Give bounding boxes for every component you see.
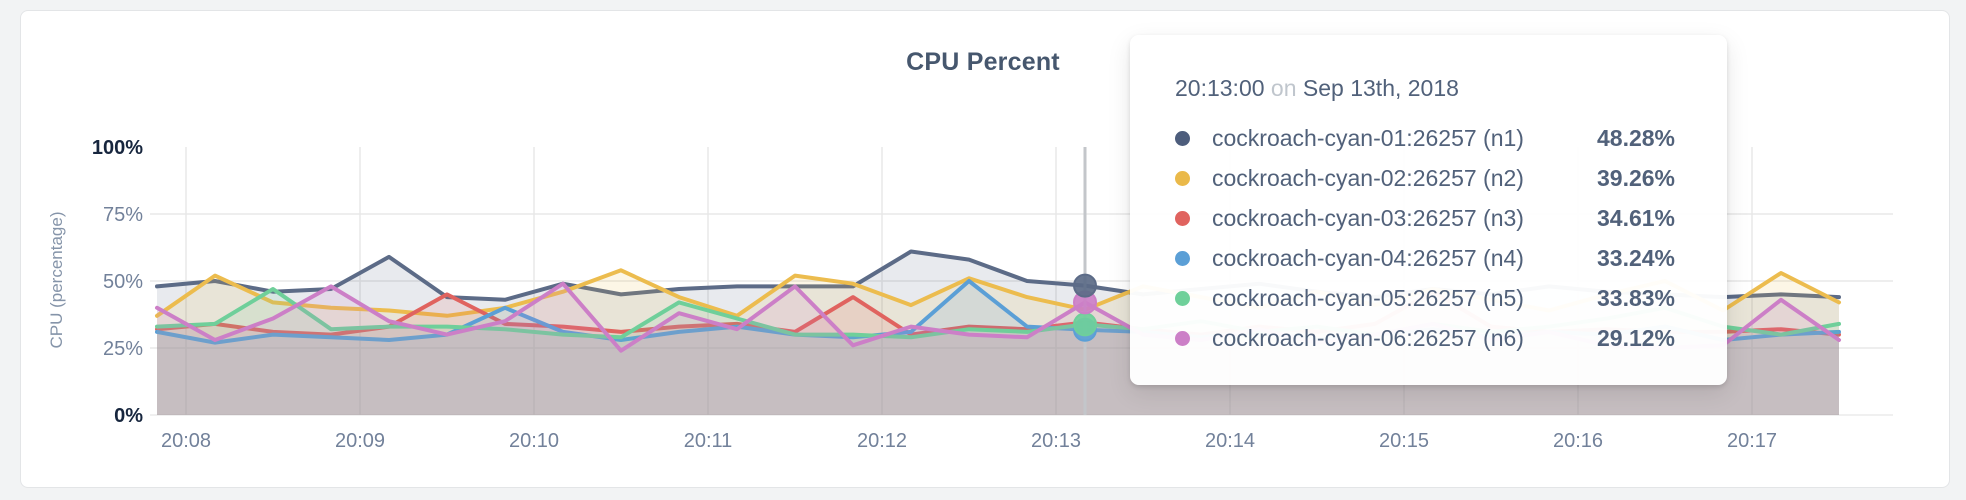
series-value: 39.26% — [1596, 164, 1675, 191]
tooltip-series-row: cockroach-cyan-01:26257 (n1) 48.28% — [1175, 118, 1675, 158]
x-tick-label: 20:10 — [509, 430, 559, 452]
series-value: 33.24% — [1596, 244, 1675, 271]
series-color-dot — [1175, 330, 1190, 346]
y-tick-label: 25% — [103, 338, 143, 360]
tooltip-series-row: cockroach-cyan-03:26257 (n3) 34.61% — [1175, 198, 1675, 238]
hover-dot-n1 — [1073, 273, 1097, 298]
series-value: 34.61% — [1596, 204, 1675, 231]
y-tick-label: 50% — [103, 271, 143, 293]
series-color-dot — [1175, 130, 1190, 146]
series-name: cockroach-cyan-04:26257 (n4) — [1212, 244, 1524, 271]
series-name: cockroach-cyan-03:26257 (n3) — [1212, 204, 1524, 231]
series-name: cockroach-cyan-02:26257 (n2) — [1212, 164, 1524, 191]
tooltip-on: on — [1270, 75, 1297, 101]
series-value: 33.83% — [1596, 284, 1675, 311]
series-name: cockroach-cyan-06:26257 (n6) — [1212, 324, 1524, 351]
x-tick-label: 20:14 — [1205, 430, 1255, 452]
page-title: CPU Percent — [906, 48, 1060, 76]
series-color-dot — [1175, 170, 1190, 186]
series-color-dot — [1175, 290, 1190, 306]
hover-tooltip: 20:13:00 on Sep 13th, 2018 cockroach-cya… — [1130, 35, 1727, 385]
y-axis-label: CPU (percentage) — [47, 211, 66, 349]
x-tick-label: 20:13 — [1031, 430, 1081, 452]
series-color-dot — [1175, 210, 1190, 226]
series-value: 48.28% — [1596, 124, 1675, 151]
x-tick-label: 20:16 — [1553, 430, 1603, 452]
tooltip-series-row: cockroach-cyan-06:26257 (n6) 29.12% — [1175, 318, 1675, 358]
y-tick-label: 100% — [92, 137, 143, 159]
x-tick-label: 20:12 — [857, 430, 907, 452]
x-tick-label: 20:09 — [335, 430, 385, 452]
x-tick-label: 20:15 — [1379, 430, 1429, 452]
x-tick-label: 20:11 — [684, 430, 733, 452]
tooltip-series-row: cockroach-cyan-02:26257 (n2) 39.26% — [1175, 158, 1675, 198]
y-tick-label: 75% — [103, 204, 143, 226]
y-tick-label: 0% — [114, 405, 143, 427]
tooltip-header: 20:13:00 on Sep 13th, 2018 — [1175, 75, 1675, 102]
x-tick-label: 20:17 — [1727, 430, 1777, 452]
tooltip-series-row: cockroach-cyan-05:26257 (n5) 33.83% — [1175, 278, 1675, 318]
series-value: 29.12% — [1596, 324, 1675, 351]
tooltip-series-row: cockroach-cyan-04:26257 (n4) 33.24% — [1175, 238, 1675, 278]
series-name: cockroach-cyan-05:26257 (n5) — [1212, 284, 1524, 311]
x-tick-label: 20:08 — [161, 430, 211, 452]
series-color-dot — [1175, 250, 1190, 266]
tooltip-date: Sep 13th, 2018 — [1302, 75, 1459, 101]
tooltip-time: 20:13:00 — [1175, 75, 1265, 101]
tooltip-series-list: cockroach-cyan-01:26257 (n1) 48.28% cockro… — [1175, 118, 1675, 358]
series-name: cockroach-cyan-01:26257 (n1) — [1212, 124, 1524, 151]
